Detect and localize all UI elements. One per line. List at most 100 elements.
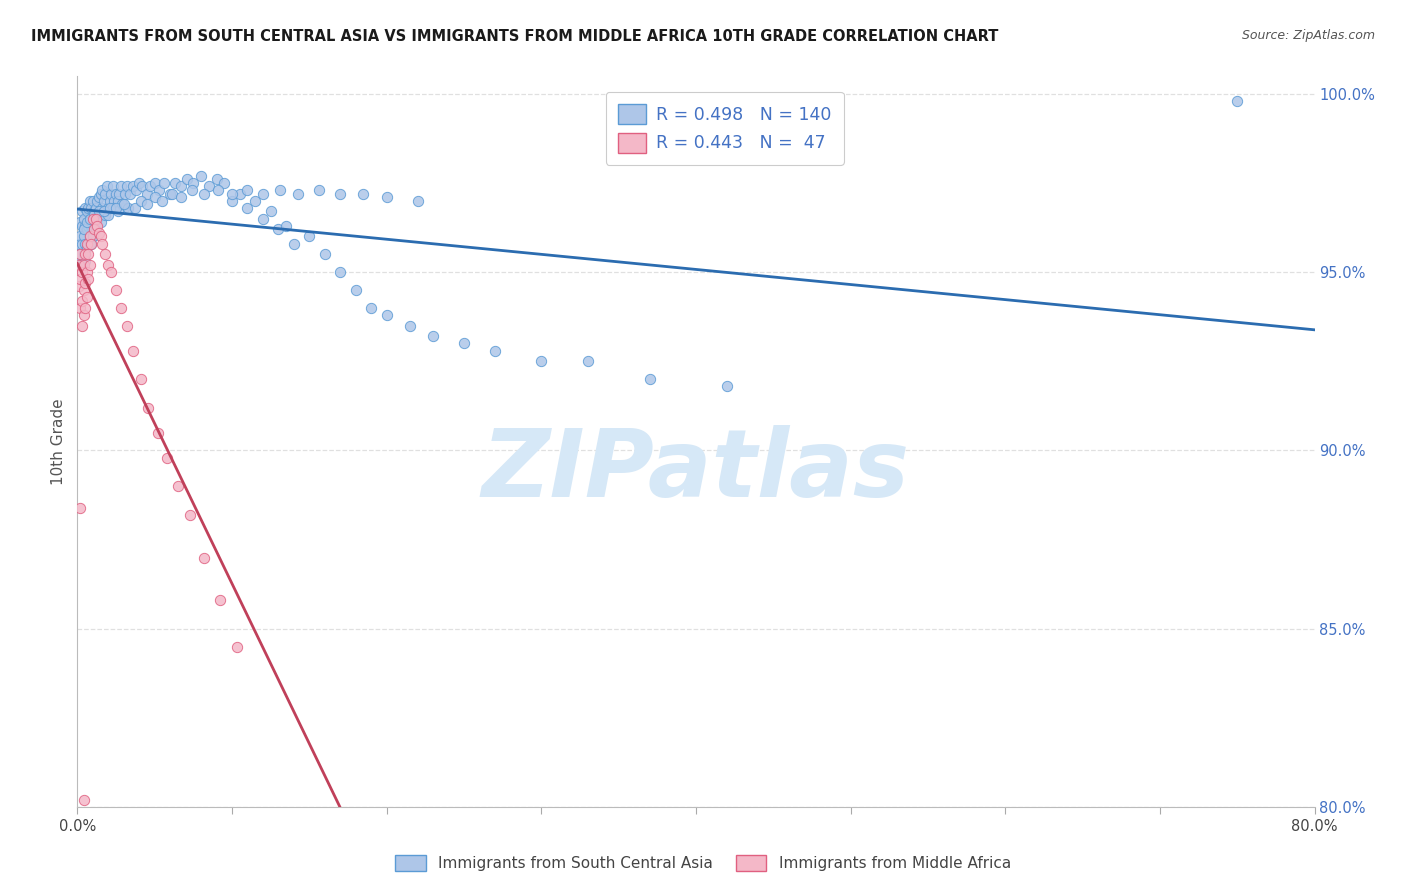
Point [148, 183, 170, 197]
Point [214, 176, 236, 190]
Point [83, 222, 105, 236]
Point [94, 186, 117, 201]
Point [131, 179, 153, 194]
Point [67, 254, 90, 268]
Point [72, 247, 94, 261]
Point [193, 550, 215, 565]
Point [108, 186, 131, 201]
Point [180, 183, 202, 197]
Point [72, 229, 94, 244]
Point [112, 201, 135, 215]
Point [76, 222, 98, 236]
Point [70, 265, 93, 279]
Point [160, 186, 183, 201]
Point [453, 336, 475, 351]
Point [159, 186, 181, 201]
Point [375, 190, 398, 204]
Point [298, 229, 321, 244]
Point [70, 318, 93, 333]
Point [225, 640, 247, 654]
Point [179, 508, 201, 522]
Point [129, 194, 152, 208]
Point [124, 201, 146, 215]
Point [69, 247, 91, 261]
Point [221, 186, 243, 201]
Point [69, 301, 91, 315]
Point [716, 379, 738, 393]
Point [86, 194, 108, 208]
Point [128, 176, 150, 190]
Point [75, 276, 96, 290]
Point [98, 201, 121, 215]
Point [76, 236, 98, 251]
Point [72, 308, 94, 322]
Point [110, 179, 132, 194]
Point [267, 222, 290, 236]
Point [115, 179, 138, 194]
Point [143, 190, 166, 204]
Point [87, 204, 110, 219]
Point [69, 272, 91, 286]
Point [329, 265, 352, 279]
Point [308, 183, 330, 197]
Point [344, 283, 367, 297]
Point [260, 204, 283, 219]
Point [80, 236, 103, 251]
Point [129, 372, 152, 386]
Point [122, 179, 145, 194]
Point [112, 197, 135, 211]
Point [100, 265, 122, 279]
Point [77, 272, 100, 286]
Point [77, 219, 100, 233]
Point [82, 229, 104, 244]
Point [117, 201, 139, 215]
Point [360, 301, 382, 315]
Point [90, 229, 111, 244]
Point [82, 211, 104, 226]
Point [79, 229, 101, 244]
Point [77, 201, 100, 215]
Text: IMMIGRANTS FROM SOUTH CENTRAL ASIA VS IMMIGRANTS FROM MIDDLE AFRICA 10TH GRADE C: IMMIGRANTS FROM SOUTH CENTRAL ASIA VS IM… [31, 29, 998, 44]
Point [153, 176, 176, 190]
Text: ZIPatlas: ZIPatlas [482, 425, 910, 516]
Point [79, 211, 101, 226]
Point [245, 194, 267, 208]
Point [252, 186, 274, 201]
Point [183, 176, 205, 190]
Point [87, 190, 110, 204]
Point [70, 204, 93, 219]
Point [107, 204, 129, 219]
Point [287, 186, 309, 201]
Point [83, 222, 105, 236]
Point [69, 500, 91, 515]
Point [138, 401, 160, 415]
Point [103, 194, 125, 208]
Point [111, 197, 134, 211]
Point [170, 179, 193, 194]
Point [69, 247, 91, 261]
Point [122, 343, 145, 358]
Point [118, 186, 141, 201]
Point [97, 201, 120, 215]
Point [90, 204, 111, 219]
Point [97, 208, 120, 222]
Point [79, 258, 101, 272]
Point [638, 372, 661, 386]
Point [82, 211, 104, 226]
Point [94, 208, 117, 222]
Point [136, 197, 159, 211]
Point [114, 186, 136, 201]
Point [79, 229, 101, 244]
Point [83, 204, 105, 219]
Point [72, 258, 94, 272]
Point [110, 301, 132, 315]
Point [228, 186, 252, 201]
Point [221, 194, 243, 208]
Point [252, 211, 274, 226]
Point [152, 194, 174, 208]
Point [69, 215, 91, 229]
Point [96, 179, 118, 194]
Point [105, 283, 127, 297]
Point [399, 318, 422, 333]
Point [329, 186, 352, 201]
